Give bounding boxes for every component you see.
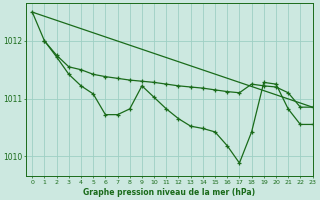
X-axis label: Graphe pression niveau de la mer (hPa): Graphe pression niveau de la mer (hPa) [83, 188, 255, 197]
